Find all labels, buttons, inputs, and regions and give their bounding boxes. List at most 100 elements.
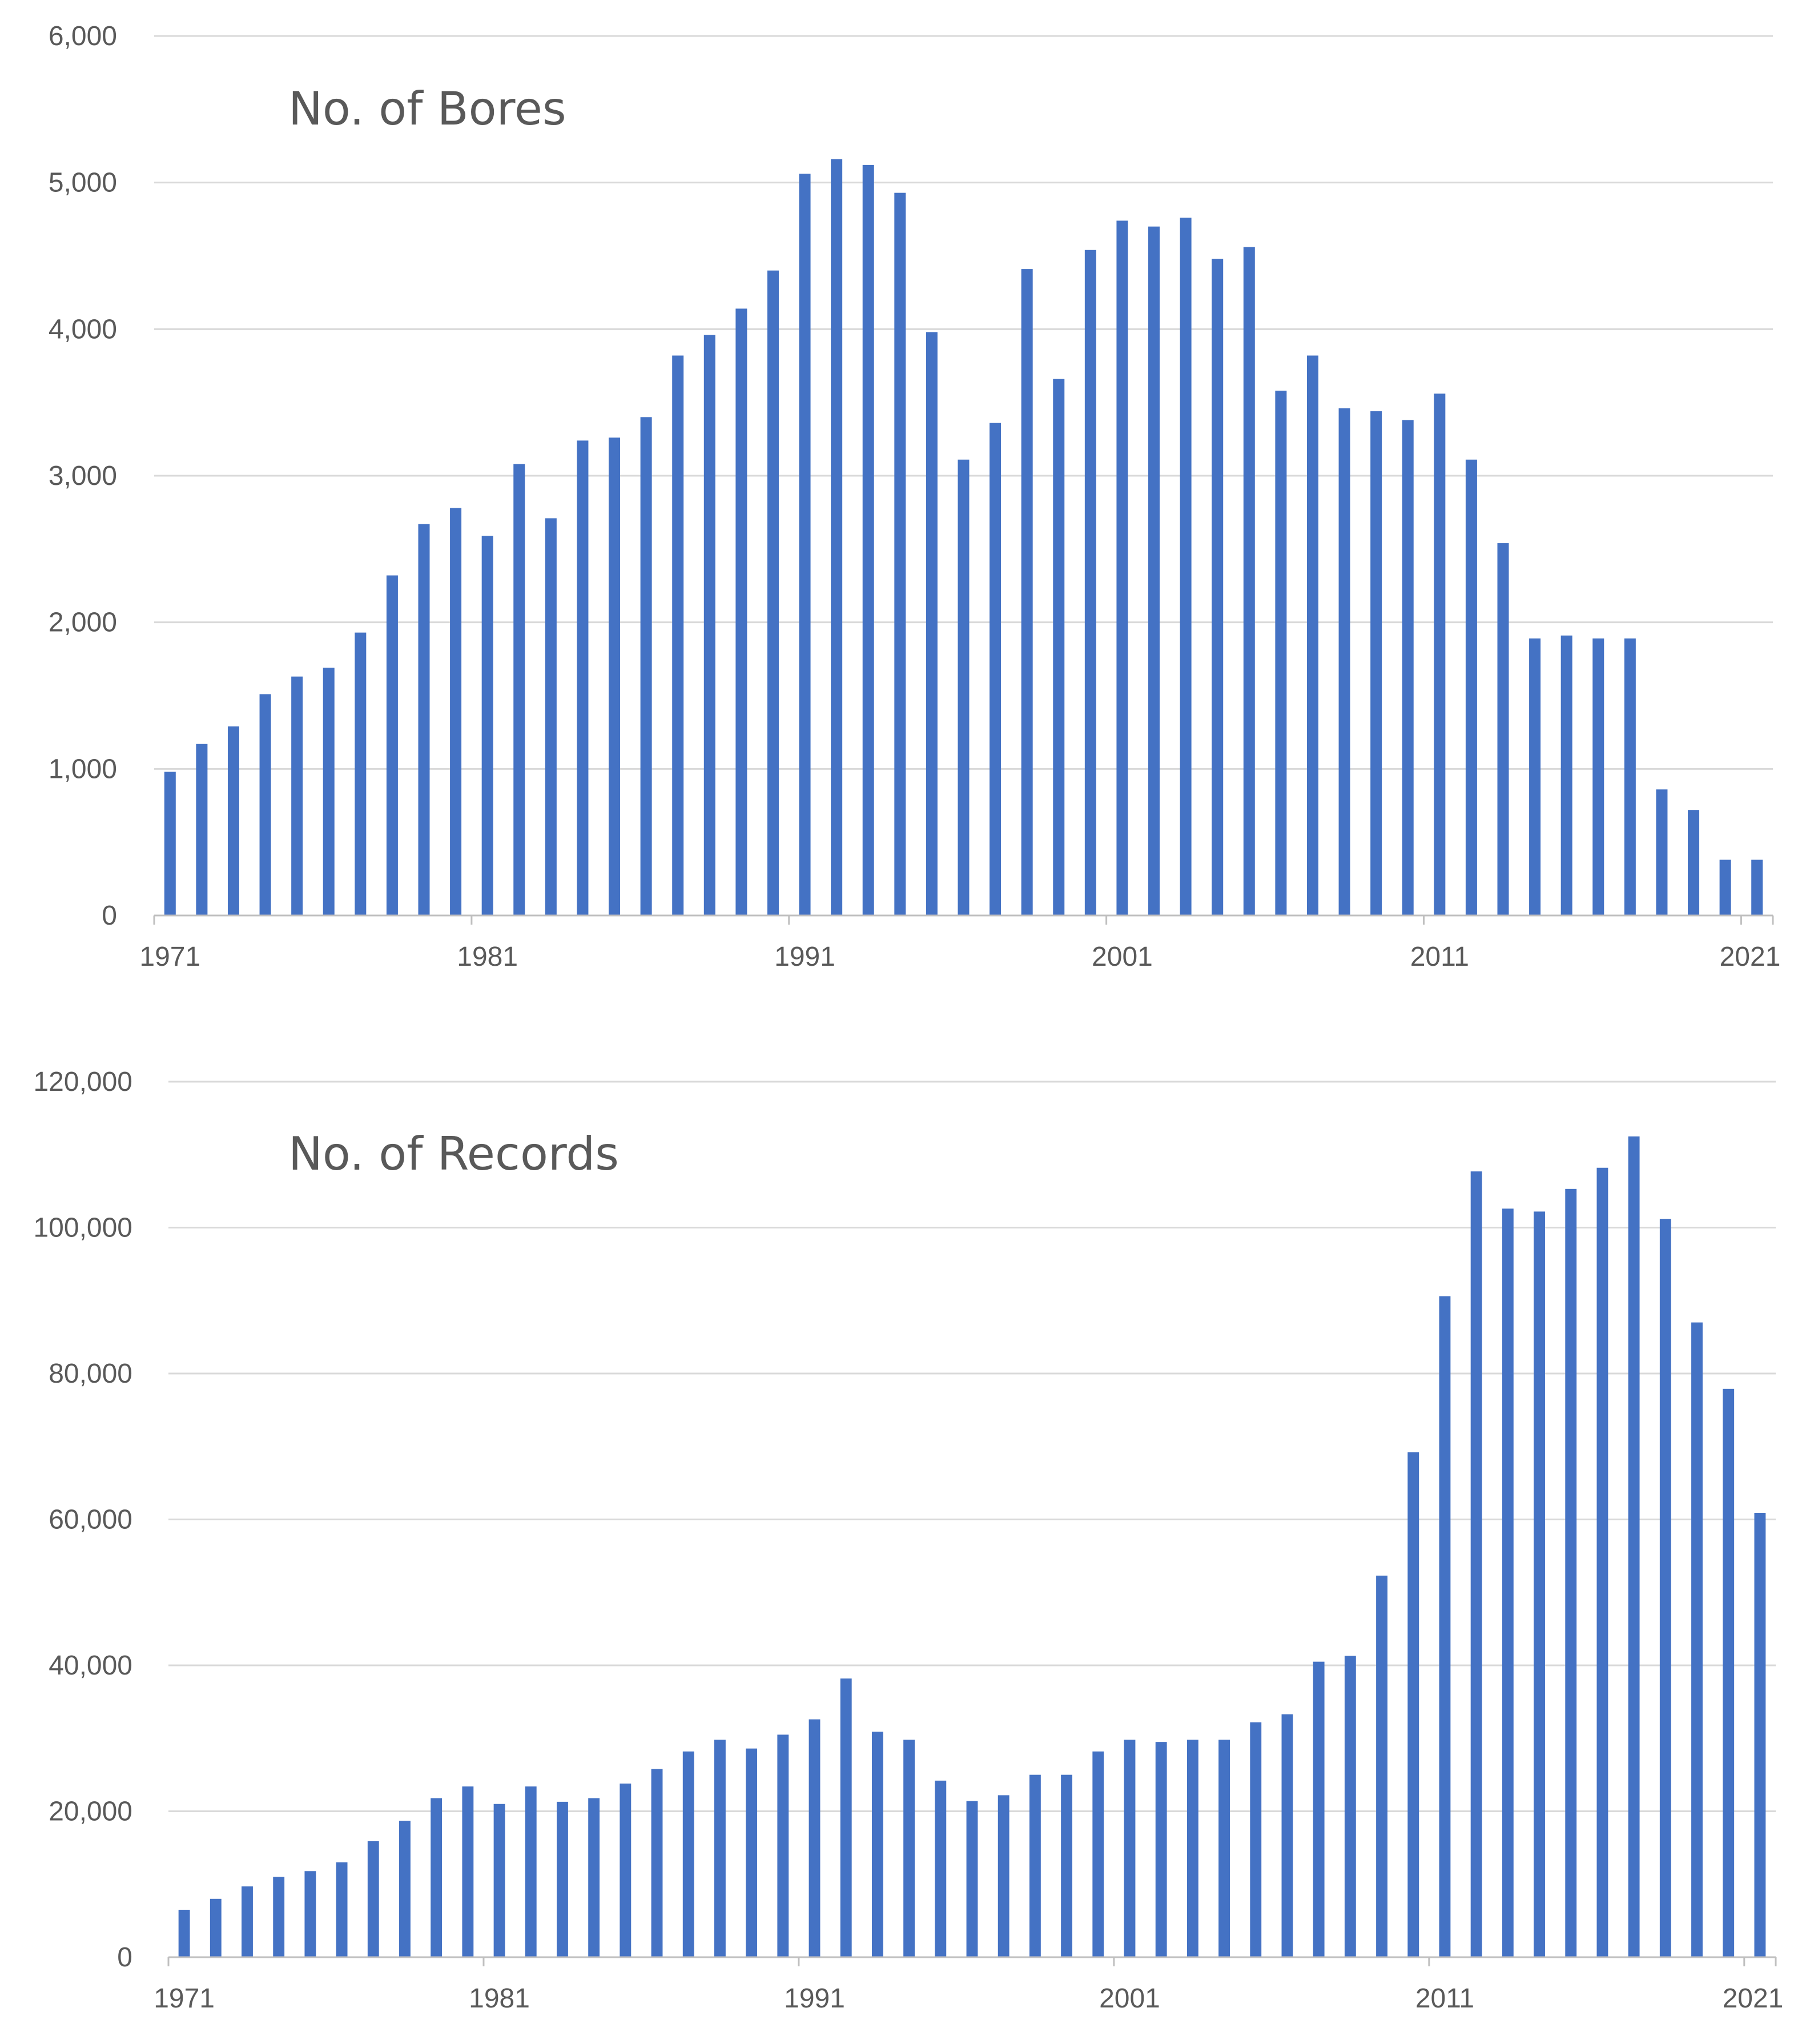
records-bar-2000 <box>1092 1751 1104 1957</box>
records-bar-2004 <box>1218 1740 1230 1957</box>
bores-bar-1981 <box>481 536 493 915</box>
records-bars <box>178 1136 1766 1957</box>
bores-bar-2016 <box>1592 638 1604 915</box>
records-y-tick-label: 60,000 <box>49 1505 132 1535</box>
bores-y-tick-label: 0 <box>102 901 117 931</box>
records-bar-2019 <box>1691 1322 1703 1957</box>
records-bar-2001 <box>1124 1740 1136 1957</box>
records-chart: 020,00040,00060,00080,000100,000120,000 … <box>33 1067 1783 2014</box>
bores-bar-1973 <box>227 726 239 915</box>
bores-bar-2017 <box>1624 638 1636 915</box>
records-bar-1993 <box>871 1732 883 1957</box>
records-y-tick-label: 80,000 <box>49 1359 132 1389</box>
records-bar-1990 <box>777 1734 789 1957</box>
bores-y-tick-label: 6,000 <box>49 21 117 51</box>
bores-bar-2007 <box>1306 355 1318 915</box>
bores-bars <box>164 159 1763 916</box>
bores-bar-1983 <box>545 518 557 915</box>
bores-bar-2001 <box>1116 220 1128 915</box>
bores-x-tick-labels: 1971 1981 1991 2001 2011 2021 <box>139 942 1780 972</box>
records-bar-1974 <box>273 1877 285 1957</box>
records-bar-1999 <box>1061 1774 1073 1957</box>
records-y-tick-label: 120,000 <box>33 1067 132 1097</box>
bores-bar-2011 <box>1434 393 1446 915</box>
bores-bar-1990 <box>767 270 779 916</box>
records-bar-1978 <box>399 1821 411 1957</box>
records-bar-2003 <box>1186 1740 1198 1957</box>
records-bar-2018 <box>1659 1219 1671 1957</box>
bores-bar-2010 <box>1402 420 1414 915</box>
bores-y-tick-label: 3,000 <box>49 461 117 491</box>
records-bar-2011 <box>1439 1296 1451 1957</box>
bores-bar-1986 <box>640 417 652 915</box>
records-bar-2017 <box>1628 1136 1640 1957</box>
bores-bar-1979 <box>418 524 430 915</box>
bores-bar-1972 <box>196 744 208 915</box>
bores-bar-2014 <box>1529 638 1541 915</box>
bores-x-axis <box>153 914 1774 925</box>
bores-bar-1977 <box>355 632 367 915</box>
records-bar-1975 <box>304 1871 316 1957</box>
records-bar-2013 <box>1502 1208 1514 1957</box>
records-bar-1986 <box>651 1769 663 1957</box>
bores-bar-1996 <box>958 459 970 915</box>
records-bar-2014 <box>1534 1211 1545 1957</box>
records-x-tick-label: 2001 <box>1099 1983 1160 2014</box>
bores-bar-1991 <box>799 174 811 916</box>
bores-bar-2006 <box>1275 391 1287 915</box>
bores-bar-2000 <box>1084 250 1096 915</box>
records-bar-2012 <box>1470 1171 1482 1957</box>
bores-chart-title: No. of Bores <box>288 82 566 135</box>
records-bar-1997 <box>997 1795 1009 1957</box>
records-bar-2008 <box>1344 1656 1356 1957</box>
bores-y-tick-label: 2,000 <box>49 608 117 638</box>
records-x-tick-label: 1981 <box>469 1983 530 2014</box>
records-y-tick-labels: 0 20,000 40,000 60,000 80,000 100,000 120,000 <box>33 1067 132 1973</box>
records-chart-title: No. of Records <box>288 1127 619 1180</box>
bores-bar-2005 <box>1243 247 1255 916</box>
records-bar-1972 <box>210 1898 222 1957</box>
records-bar-2009 <box>1376 1575 1387 1957</box>
bores-bar-1971 <box>164 772 176 915</box>
bores-y-tick-label: 4,000 <box>49 314 117 344</box>
records-bar-1976 <box>336 1862 348 1957</box>
bores-y-tick-label: 1,000 <box>49 754 117 784</box>
records-bar-2002 <box>1155 1742 1167 1957</box>
bores-bar-1993 <box>862 164 874 915</box>
records-x-tick-label: 1971 <box>154 1983 215 2014</box>
records-bar-2005 <box>1250 1722 1262 1957</box>
bores-chart: 0 1,000 2,000 3,000 4,000 5,000 6,000 1971 1981… <box>49 21 1781 972</box>
bores-bar-2020 <box>1719 860 1731 915</box>
records-bar-1988 <box>714 1740 726 1957</box>
records-bar-1996 <box>966 1801 978 1957</box>
records-bar-2021 <box>1754 1513 1766 1957</box>
records-bar-1994 <box>903 1740 915 1957</box>
records-x-tick-labels: 1971 1981 1991 2001 2011 2021 <box>154 1983 1783 2014</box>
records-bar-2016 <box>1596 1167 1608 1957</box>
bores-bar-1975 <box>291 676 303 915</box>
bores-bar-1984 <box>577 440 589 915</box>
records-bar-1992 <box>840 1678 852 1957</box>
records-bar-1984 <box>588 1798 600 1957</box>
bores-x-tick-label: 1971 <box>139 942 200 972</box>
records-bar-1973 <box>242 1886 253 1957</box>
bores-bar-2012 <box>1465 459 1477 915</box>
bores-bar-1999 <box>1053 379 1065 915</box>
records-bar-1981 <box>493 1804 505 1957</box>
bores-bar-1985 <box>609 437 621 915</box>
bores-bar-1976 <box>323 668 335 915</box>
records-x-axis <box>167 1956 1777 1966</box>
records-bar-2020 <box>1723 1388 1735 1957</box>
bores-bar-1980 <box>450 508 462 915</box>
records-bar-1991 <box>809 1719 820 1957</box>
records-bar-1979 <box>431 1798 443 1957</box>
bores-bar-2009 <box>1370 411 1382 915</box>
bores-bar-2015 <box>1560 635 1572 915</box>
records-bar-1980 <box>462 1786 474 1957</box>
bores-x-tick-label: 2021 <box>1720 942 1781 972</box>
bores-x-tick-label: 2011 <box>1410 942 1469 972</box>
bores-x-tick-label: 1991 <box>774 942 835 972</box>
bores-bar-1997 <box>990 423 1001 915</box>
bores-bar-1978 <box>386 575 398 915</box>
